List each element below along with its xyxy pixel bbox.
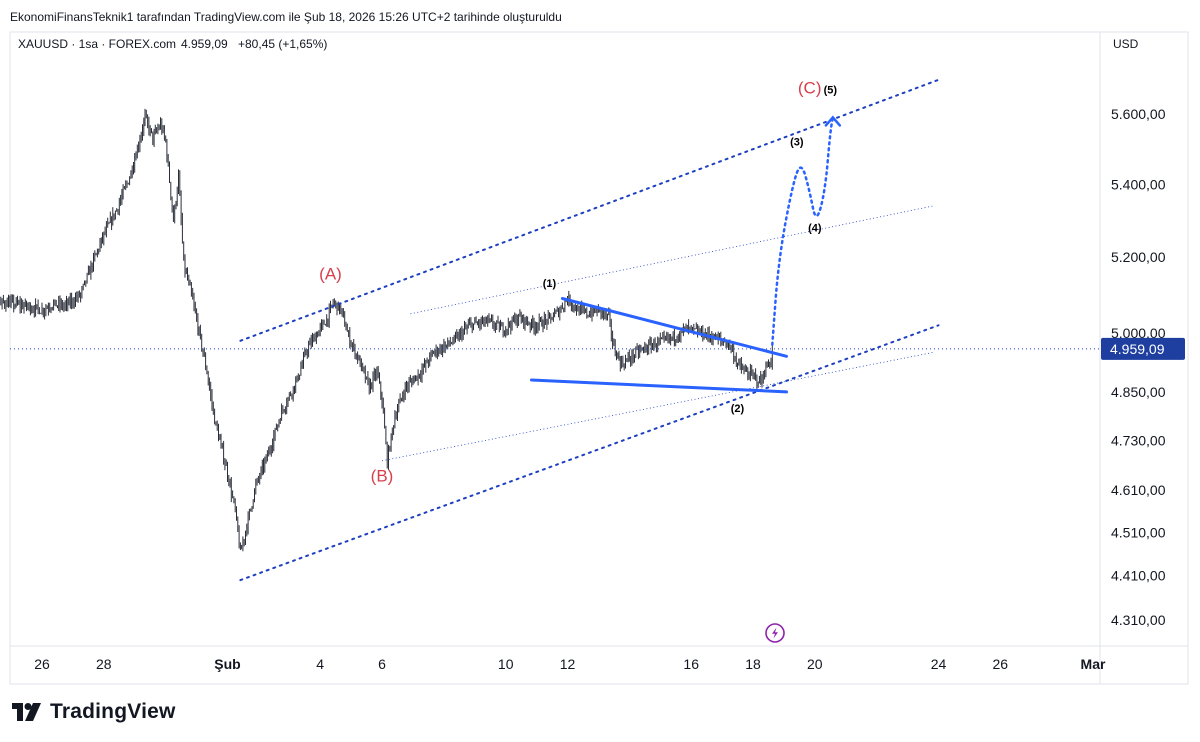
time-tick-label: 6 — [378, 656, 386, 672]
trendlines-layer[interactable] — [10, 78, 1100, 582]
bolt-icon[interactable] — [765, 623, 785, 643]
time-tick-label: 18 — [745, 656, 761, 672]
brand-name: TradingView — [50, 700, 176, 723]
time-tick-label: 24 — [931, 656, 947, 672]
time-tick-label: Şub — [214, 656, 240, 672]
price-tick-label: 4.730,00 — [1111, 432, 1166, 448]
price-tick-label: 4.410,00 — [1111, 568, 1166, 584]
triangle-lower-line[interactable] — [530, 378, 788, 394]
channel-upper-line[interactable] — [239, 78, 940, 342]
price-axis[interactable]: 5.600,00 5.400,00 5.200,00 5.000,00 4.850,00… — [1101, 106, 1185, 628]
price-tick-label: 5.600,00 — [1111, 106, 1166, 122]
legend-change: +80,45 (+1,65%) — [238, 37, 327, 51]
footer: TradingView — [0, 686, 1200, 742]
channel-lower-line[interactable] — [239, 324, 940, 582]
time-axis[interactable]: 26 28 Şub 4 6 10 12 16 18 20 24 26 Mar — [34, 656, 1106, 672]
wave-labels-layer: (A) (B) (C) (1) (2) (3) (4) (5) — [319, 78, 837, 485]
time-tick-label: 26 — [34, 656, 50, 672]
time-tick-label: 20 — [807, 656, 823, 672]
current-price-tag — [1101, 337, 1185, 360]
time-tick-label: 10 — [498, 656, 514, 672]
wave-label: (A) — [319, 265, 342, 284]
projection-layer[interactable] — [771, 115, 842, 346]
time-tick-label: 28 — [96, 656, 112, 672]
time-tick-label: 12 — [560, 656, 576, 672]
time-tick-label: Mar — [1081, 656, 1106, 672]
candles-layer — [0, 108, 773, 552]
time-tick-label: 16 — [683, 656, 699, 672]
projection-path[interactable] — [771, 116, 835, 346]
chart-frame — [9, 31, 1189, 685]
wave-label: (4) — [808, 222, 822, 234]
price-tick-label: 4.610,00 — [1111, 482, 1166, 498]
time-tick-label: 4 — [316, 656, 324, 672]
wave-label: (3) — [790, 136, 804, 148]
price-tick-label: 5.400,00 — [1111, 176, 1166, 192]
inner-lower-line[interactable] — [381, 352, 934, 462]
top-bar: EkonomiFinansTeknik1 tarafından TradingV… — [0, 0, 1200, 32]
wave-label: (C) — [798, 78, 822, 97]
chart-area[interactable]: (A) (B) (C) (1) (2) (3) (4) (5) 5.600,00 5.400,0… — [0, 0, 1200, 686]
wave-label: (B) — [371, 467, 394, 486]
inner-upper-line[interactable] — [410, 205, 934, 315]
legend-price: 4.959,09 — [181, 37, 228, 51]
price-tick-label: 4.310,00 — [1111, 612, 1166, 628]
price-tick-label: 5.000,00 — [1111, 325, 1166, 341]
price-tick-label: 4.850,00 — [1111, 384, 1166, 400]
time-tick-label: 26 — [993, 656, 1009, 672]
wave-label: (2) — [731, 403, 745, 415]
current-price-label: 4.959,09 — [1110, 341, 1165, 357]
tradingview-logo-icon — [12, 703, 41, 721]
projection-arrowhead — [824, 115, 842, 127]
price-tick-label: 4.510,00 — [1111, 524, 1166, 540]
wave-label: (5) — [824, 84, 838, 96]
legend-symbol: XAUUSD · 1sa · FOREX.com — [18, 37, 176, 51]
triangle-upper-line[interactable] — [560, 297, 788, 358]
currency-label[interactable]: USD — [1113, 37, 1139, 51]
attribution-text: EkonomiFinansTeknik1 tarafından TradingV… — [10, 10, 562, 24]
wave-label: (1) — [543, 278, 557, 290]
price-tick-label: 5.200,00 — [1111, 249, 1166, 265]
brand[interactable]: TradingView — [12, 700, 176, 724]
